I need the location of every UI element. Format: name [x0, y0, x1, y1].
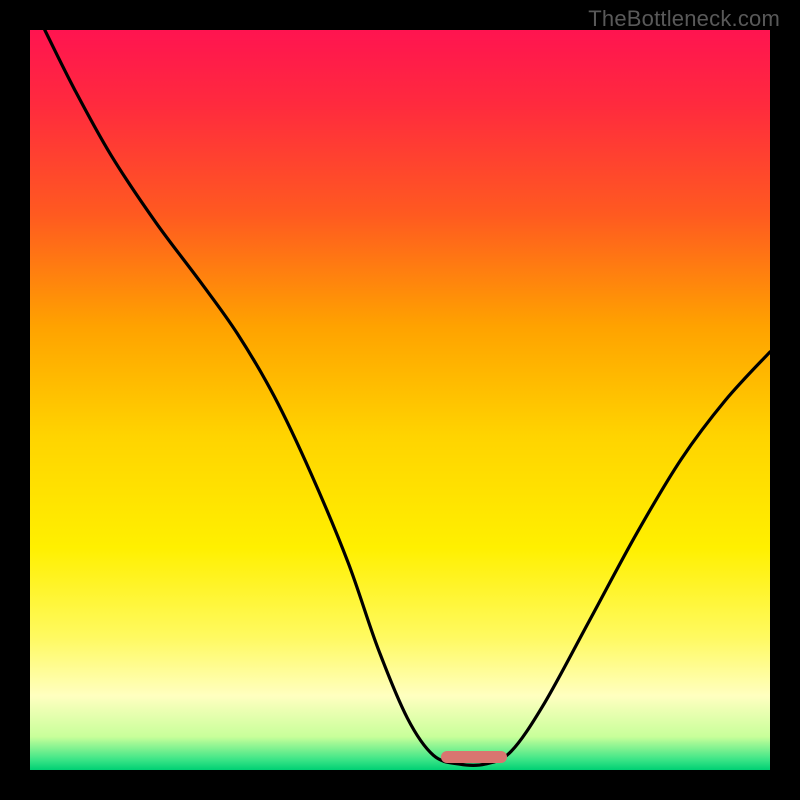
minimum-marker [441, 751, 508, 763]
bottleneck-curve [30, 30, 770, 770]
plot-area [30, 30, 770, 770]
watermark-text: TheBottleneck.com [588, 6, 780, 32]
chart-frame: TheBottleneck.com [0, 0, 800, 800]
